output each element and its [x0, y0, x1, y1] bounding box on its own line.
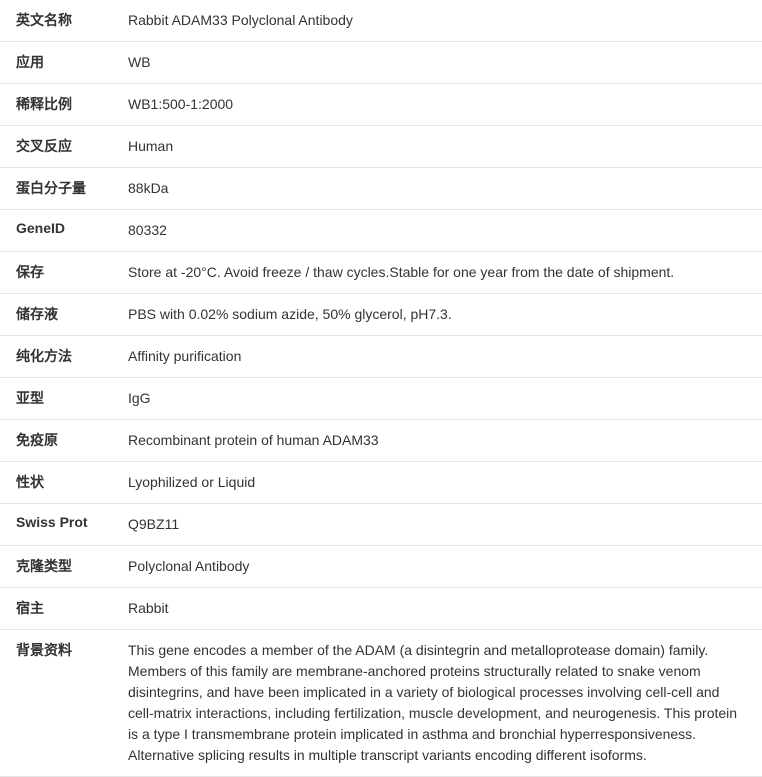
spec-label: 交叉反应 — [0, 126, 120, 168]
table-row: 交叉反应Human — [0, 126, 762, 168]
spec-label: 免疫原 — [0, 420, 120, 462]
spec-label: 蛋白分子量 — [0, 168, 120, 210]
spec-table-body: 英文名称Rabbit ADAM33 Polyclonal Antibody应用W… — [0, 0, 762, 777]
spec-value: Human — [120, 126, 762, 168]
spec-value: WB — [120, 42, 762, 84]
spec-label: Swiss Prot — [0, 504, 120, 546]
spec-table: 英文名称Rabbit ADAM33 Polyclonal Antibody应用W… — [0, 0, 762, 777]
spec-value: Lyophilized or Liquid — [120, 462, 762, 504]
spec-value: WB1:500-1:2000 — [120, 84, 762, 126]
table-row: Swiss ProtQ9BZ11 — [0, 504, 762, 546]
spec-label: 应用 — [0, 42, 120, 84]
table-row: 纯化方法Affinity purification — [0, 336, 762, 378]
spec-value: Rabbit ADAM33 Polyclonal Antibody — [120, 0, 762, 42]
spec-value: 88kDa — [120, 168, 762, 210]
spec-label: GeneID — [0, 210, 120, 252]
table-row: 背景资料This gene encodes a member of the AD… — [0, 630, 762, 777]
table-row: GeneID80332 — [0, 210, 762, 252]
table-row: 宿主Rabbit — [0, 588, 762, 630]
spec-value: Recombinant protein of human ADAM33 — [120, 420, 762, 462]
spec-label: 克隆类型 — [0, 546, 120, 588]
table-row: 储存液PBS with 0.02% sodium azide, 50% glyc… — [0, 294, 762, 336]
spec-label: 亚型 — [0, 378, 120, 420]
spec-value: Polyclonal Antibody — [120, 546, 762, 588]
spec-value: Rabbit — [120, 588, 762, 630]
table-row: 性状Lyophilized or Liquid — [0, 462, 762, 504]
table-row: 应用WB — [0, 42, 762, 84]
spec-value: IgG — [120, 378, 762, 420]
spec-label: 储存液 — [0, 294, 120, 336]
spec-label: 纯化方法 — [0, 336, 120, 378]
spec-label: 背景资料 — [0, 630, 120, 777]
table-row: 亚型IgG — [0, 378, 762, 420]
spec-label: 宿主 — [0, 588, 120, 630]
spec-label: 保存 — [0, 252, 120, 294]
table-row: 稀释比例WB1:500-1:2000 — [0, 84, 762, 126]
spec-value: Store at -20°C. Avoid freeze / thaw cycl… — [120, 252, 762, 294]
table-row: 免疫原Recombinant protein of human ADAM33 — [0, 420, 762, 462]
table-row: 蛋白分子量88kDa — [0, 168, 762, 210]
spec-value: 80332 — [120, 210, 762, 252]
table-row: 克隆类型Polyclonal Antibody — [0, 546, 762, 588]
spec-value: Q9BZ11 — [120, 504, 762, 546]
spec-value: PBS with 0.02% sodium azide, 50% glycero… — [120, 294, 762, 336]
table-row: 英文名称Rabbit ADAM33 Polyclonal Antibody — [0, 0, 762, 42]
spec-label: 性状 — [0, 462, 120, 504]
spec-value: This gene encodes a member of the ADAM (… — [120, 630, 762, 777]
spec-label: 稀释比例 — [0, 84, 120, 126]
spec-label: 英文名称 — [0, 0, 120, 42]
table-row: 保存Store at -20°C. Avoid freeze / thaw cy… — [0, 252, 762, 294]
spec-value: Affinity purification — [120, 336, 762, 378]
